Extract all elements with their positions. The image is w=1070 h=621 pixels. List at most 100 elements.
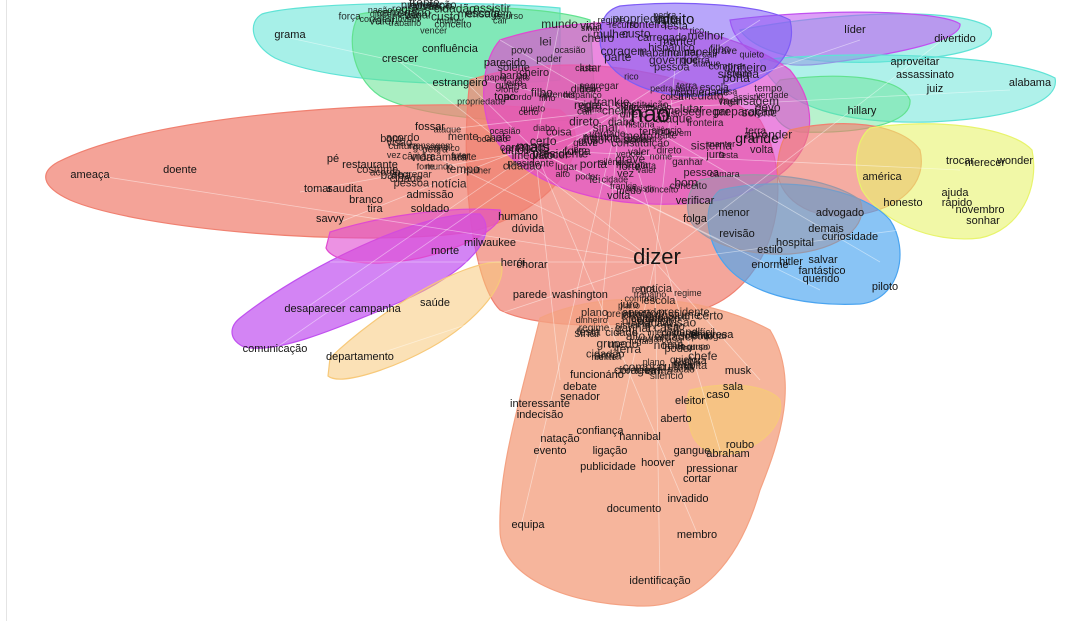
- dense-word-label: câmara: [402, 152, 436, 163]
- dense-word-label: medo: [623, 129, 653, 143]
- dense-word-label: solene: [680, 331, 710, 342]
- dense-word-label: guerra: [681, 55, 710, 66]
- dense-word-label: frente: [451, 152, 477, 163]
- edge-line: [399, 61, 656, 263]
- dense-word-label: hispânico: [648, 42, 694, 54]
- edge-line: [534, 149, 821, 291]
- dense-word-label: juro: [705, 149, 724, 161]
- word-label: parede: [513, 289, 547, 301]
- word-label: interessante: [510, 398, 570, 410]
- dense-word-label: festa: [719, 150, 739, 160]
- dense-word-label: lutar: [580, 63, 602, 75]
- dense-word-label: carregado: [500, 142, 550, 154]
- word-label: piloto: [872, 281, 898, 293]
- dense-word-label: pedra: [653, 10, 676, 20]
- dense-word-label: solene: [497, 62, 529, 74]
- cluster-region: [687, 174, 863, 255]
- dense-word-label: feito: [620, 103, 639, 114]
- dense-word-label: mulher: [464, 166, 492, 176]
- dense-word-label: acordo: [504, 92, 532, 102]
- word-label: saudita: [327, 183, 363, 195]
- dense-word-label: nação: [668, 365, 696, 376]
- word-label: demais: [808, 223, 844, 235]
- dense-word-label: hispânico: [622, 314, 673, 328]
- dense-word-label: costume: [655, 308, 701, 322]
- cluster-region: [686, 384, 782, 455]
- dense-word-label: pessoa: [654, 61, 690, 73]
- word-label: dúvida: [512, 223, 545, 235]
- left-border-line: [6, 0, 7, 621]
- dense-word-label: medo: [616, 186, 641, 197]
- dense-word-label: filho: [539, 93, 556, 103]
- dense-word-label: comprar: [709, 62, 746, 73]
- dense-word-label: constituição: [611, 138, 669, 150]
- dense-word-label: segregar: [392, 170, 432, 181]
- dense-word-label: cultura: [658, 359, 694, 373]
- word-label: parecido: [484, 57, 526, 69]
- dense-word-label: cair: [702, 50, 719, 61]
- edge-line: [399, 139, 656, 263]
- dense-word-label: ataque: [434, 124, 462, 134]
- dense-word-label: regime: [674, 288, 702, 298]
- dense-word-label: melhor: [688, 28, 725, 42]
- dense-word-label: governo: [413, 143, 450, 154]
- dense-word-label: arma: [594, 349, 622, 363]
- word-label: fantástico: [798, 265, 845, 277]
- dense-word-label: presidente: [532, 147, 588, 161]
- dense-word-label: pedra: [650, 83, 673, 93]
- dense-word-label: câmara: [430, 151, 468, 163]
- word-label: confiança: [576, 425, 624, 437]
- dense-word-label: forte: [501, 85, 519, 95]
- dense-word-label: forte: [619, 161, 641, 173]
- dense-word-label: valer: [369, 14, 395, 28]
- dense-word-label: propriedade: [457, 96, 505, 106]
- dense-word-label: chefe: [484, 132, 511, 144]
- dense-word-label: diabo: [608, 116, 635, 128]
- dense-word-label: diabo: [533, 123, 555, 133]
- edge-line: [289, 37, 621, 111]
- dense-word-label: custo: [622, 27, 651, 41]
- dense-word-label: regime: [579, 323, 610, 334]
- edge-line: [619, 109, 721, 451]
- dense-word-label: segregar: [682, 105, 729, 119]
- dense-word-label: cair: [493, 15, 508, 25]
- dense-word-label: assistir: [627, 184, 655, 194]
- edge-line: [534, 149, 721, 241]
- dense-word-label: cheiro: [602, 104, 635, 118]
- dense-word-label: barba: [380, 168, 411, 182]
- word-label: trocar: [946, 155, 974, 167]
- dense-word-label: ataque: [693, 59, 721, 69]
- word-label: curiosidade: [822, 231, 878, 243]
- dense-word-label: difícil: [501, 143, 528, 157]
- edge-line: [469, 85, 536, 151]
- word-label: crescer: [382, 53, 418, 65]
- dense-word-label: tempo: [446, 162, 480, 176]
- dense-word-label: mundo: [426, 162, 454, 172]
- dense-word-label: feito: [504, 78, 523, 89]
- dense-word-label: sistema: [615, 321, 650, 332]
- edge-line: [654, 261, 761, 381]
- word-label: soldado: [411, 203, 450, 215]
- word-label: herói: [501, 257, 525, 269]
- word-label: invadido: [668, 493, 709, 505]
- dense-word-label: bom: [380, 133, 401, 145]
- dense-word-label: imediato: [512, 150, 554, 162]
- dense-word-label: guerra: [675, 355, 708, 367]
- dense-word-label: chefe: [688, 349, 718, 363]
- dense-word-label: juro: [619, 299, 638, 311]
- word-label: novembro: [956, 204, 1005, 216]
- word-label: identificação: [629, 575, 690, 587]
- dense-word-label: parte: [631, 314, 654, 325]
- dense-word-label: sinal: [593, 121, 618, 135]
- edge-line: [439, 109, 621, 131]
- word-label: morte: [431, 245, 459, 257]
- word-label: saúde: [420, 297, 450, 309]
- dense-word-label: cidadão: [586, 349, 625, 361]
- word-label: tira: [367, 203, 383, 215]
- dense-word-label: jovem: [666, 128, 691, 138]
- dense-word-label: quieto: [740, 49, 765, 59]
- edge-line: [654, 261, 661, 591]
- dense-word-label: coisa: [660, 92, 684, 103]
- word-label: américa: [862, 171, 902, 183]
- dense-word-label: feito: [664, 321, 685, 333]
